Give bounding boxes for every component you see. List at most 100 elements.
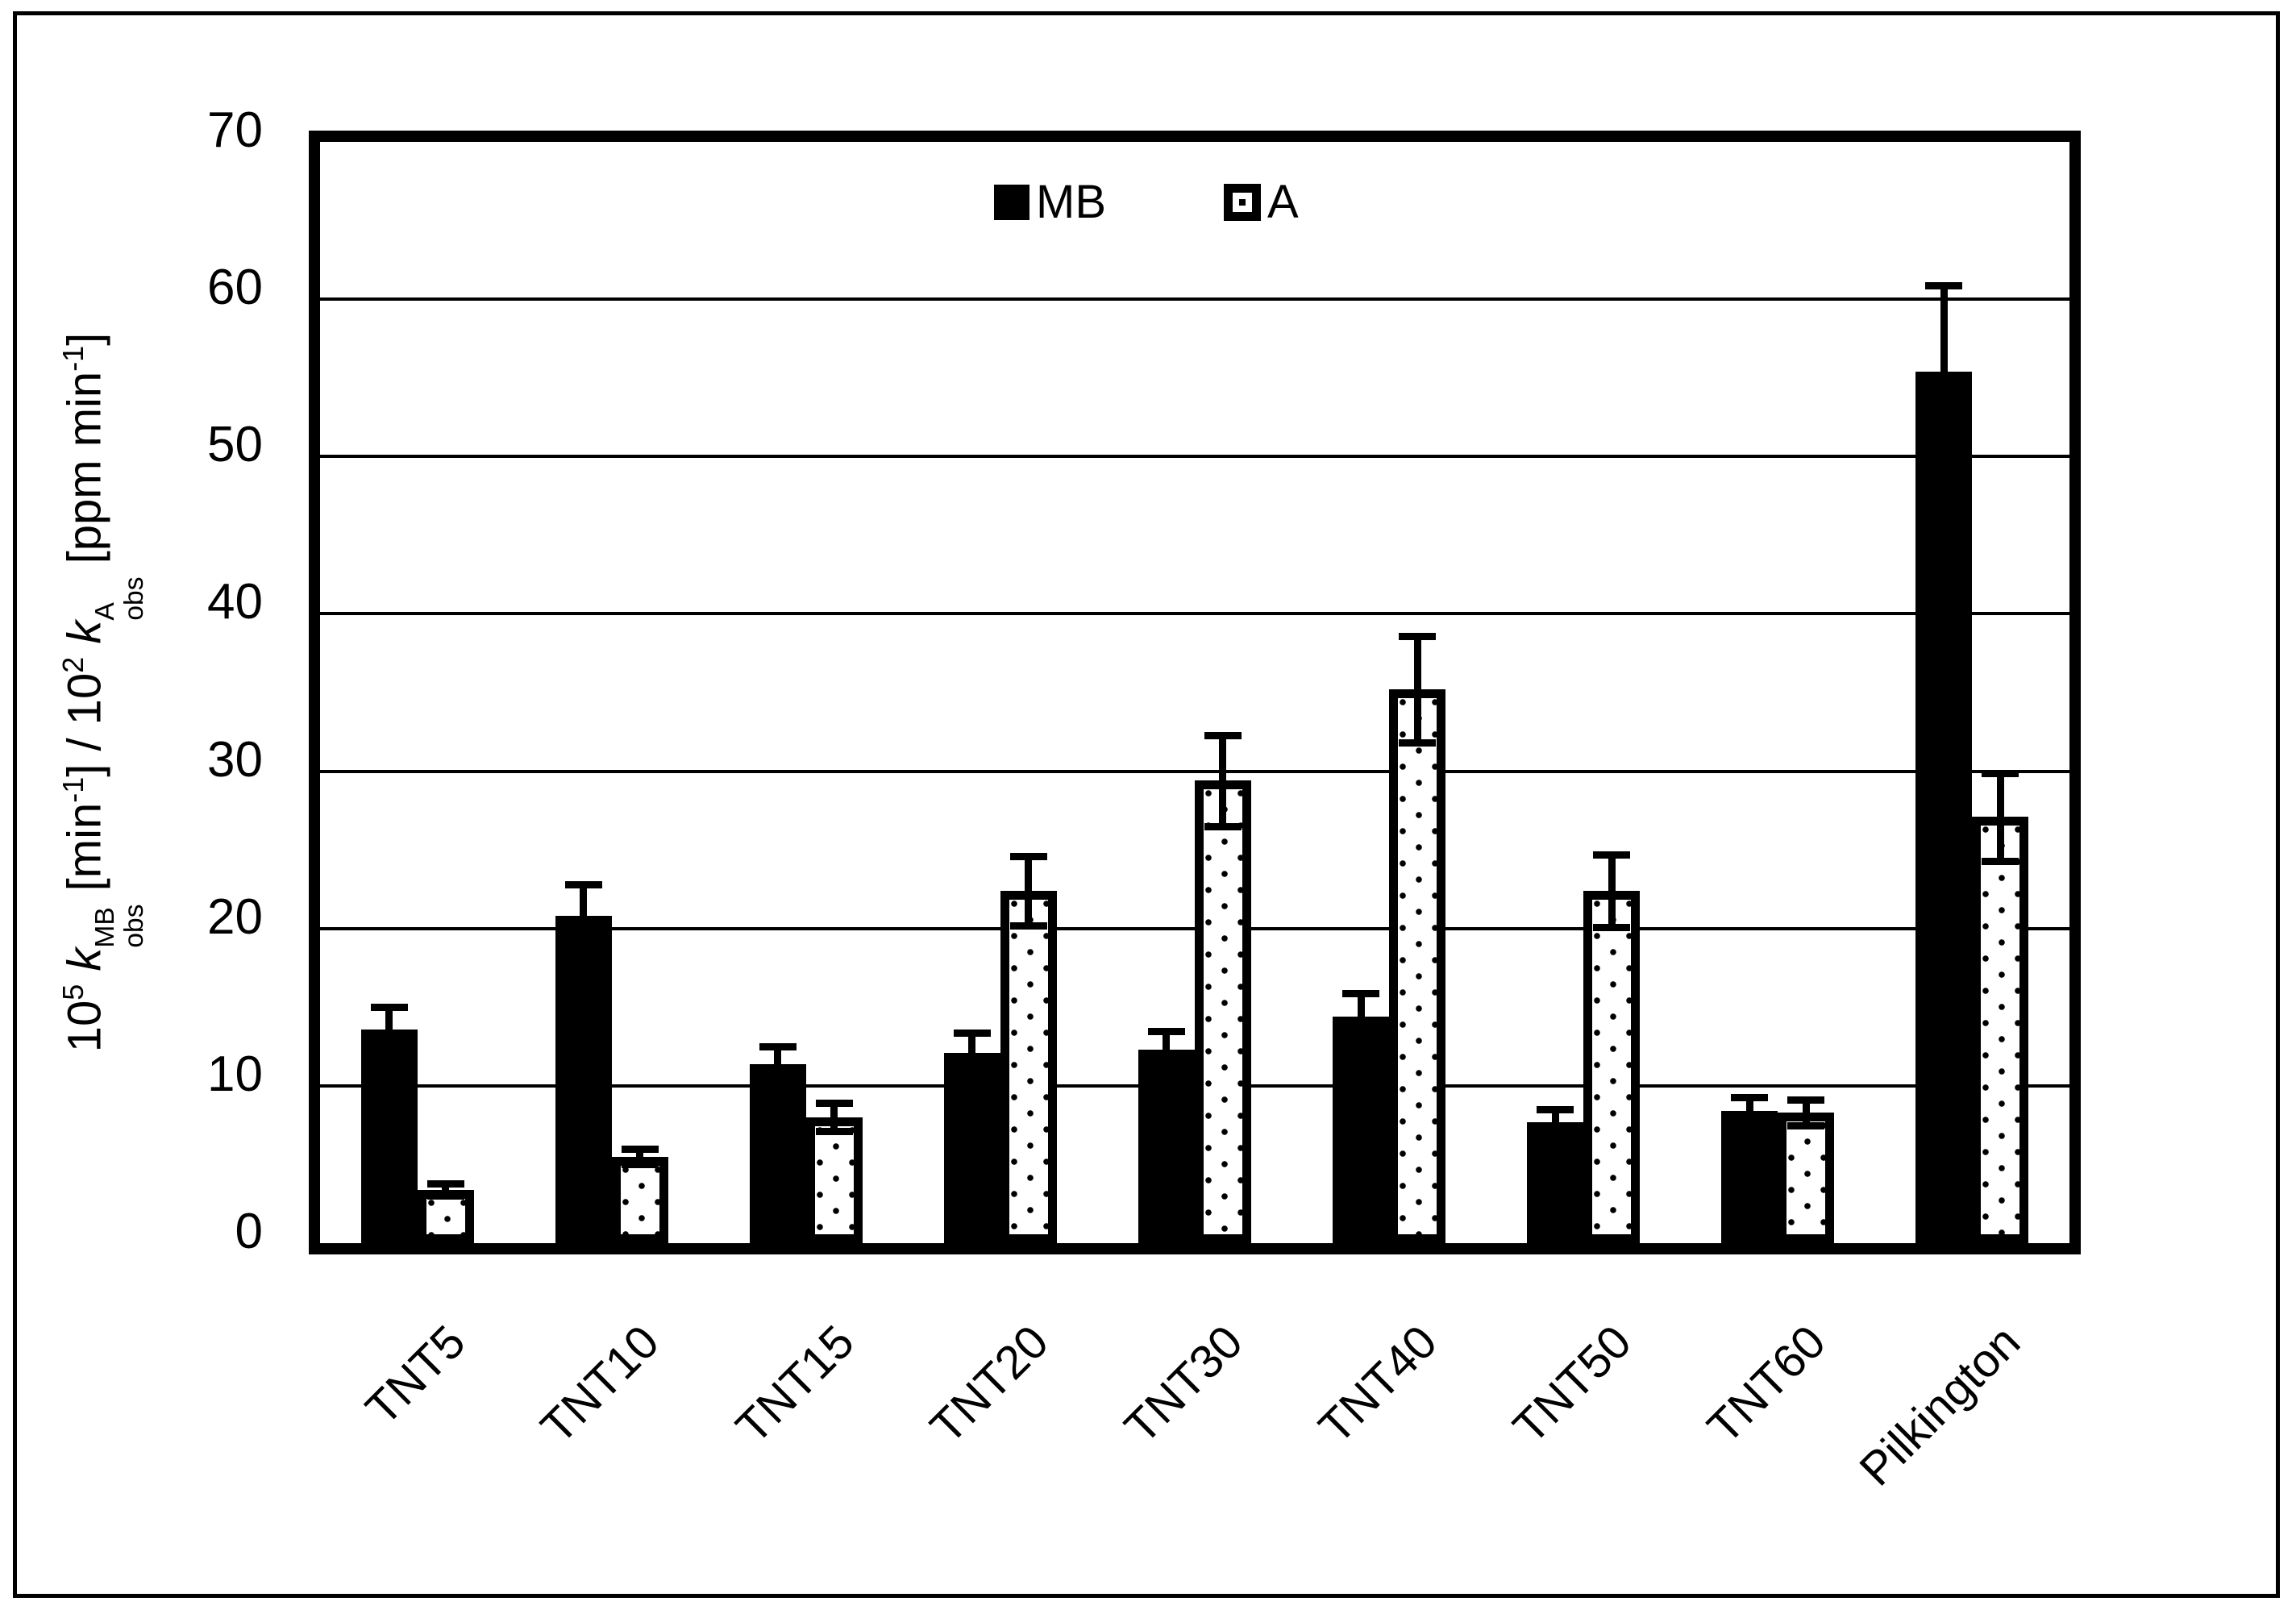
error-bar-a-TNT50-cap-bottom [1593,923,1631,931]
error-bar-a-Pilkington-cap-top [1982,769,2019,777]
error-bar-a-TNT10-cap-bottom [621,1161,659,1169]
error-bar-a-Pilkington-stem [1996,772,2004,861]
bar-group-TNT60 [1681,142,1875,1243]
bar-a-TNT40 [1389,689,1446,1243]
error-bar-a-TNT40-stem [1413,635,1421,743]
error-bar-a-Pilkington-cap-bottom [1982,857,2019,865]
y-axis-title-part-8: 2 [56,656,89,673]
bar-mb-TNT20 [943,1052,1000,1243]
error-bar-mb-TNT30-cap-top [1147,1027,1185,1035]
error-bar-a-TNT60-cap-top [1787,1096,1825,1104]
legend-swatch-a-dot [1239,198,1246,206]
error-bar-a-TNT60-stem [1802,1100,1810,1125]
bar-a-TNT20 [1000,890,1057,1243]
plot-area [309,131,2081,1254]
error-bar-a-TNT10-stem [636,1148,644,1165]
x-tick-label-TNT15: TNT15 [726,1315,864,1454]
bar-a-TNT30 [1194,780,1251,1243]
error-bar-mb-TNT10-cap-top [564,881,602,889]
bar-group-TNT5 [320,142,514,1243]
legend-swatch-a-icon [1224,183,1261,221]
legend-item-mb: MB [994,175,1106,229]
legend-item-a: A [1224,175,1299,229]
error-bar-a-TNT15-stem [830,1103,838,1132]
y-tick-label-30: 30 [207,731,263,788]
error-bar-a-TNT15-cap-top [815,1100,853,1108]
error-bar-mb-TNT50-stem [1551,1109,1559,1122]
error-bar-a-TNT30-stem [1219,734,1227,826]
y-tick-label-10: 10 [207,1046,263,1102]
error-bar-mb-TNT20-cap-top [953,1029,991,1037]
y-axis-title-part-3: k [58,947,111,971]
x-tick-label-TNT30: TNT30 [1114,1315,1253,1454]
gridline-30 [320,769,2069,773]
error-bar-a-TNT30-cap-bottom [1204,822,1242,830]
error-bar-a-TNT5-cap-bottom [426,1192,464,1200]
y-tick-label-50: 50 [207,417,263,473]
x-tick-label-TNT20: TNT20 [920,1315,1059,1454]
x-tick-label-Pilkington: Pilkington [1849,1315,2031,1496]
bar-group-TNT40 [1292,142,1487,1243]
error-bar-a-TNT15-cap-bottom [815,1128,853,1136]
x-tick-label-TNT50: TNT50 [1503,1315,1641,1454]
x-tick-label-TNT10: TNT10 [531,1315,670,1454]
y-axis-title-part-13: -1 [56,345,89,372]
gridline-50 [320,455,2069,459]
error-bar-mb-TNT10-stem [580,884,588,917]
bar-group-TNT30 [1097,142,1292,1243]
error-bar-a-TNT20-stem [1025,855,1033,926]
y-axis-title-part-2 [59,971,111,984]
error-bar-a-TNT50-cap-top [1593,851,1631,859]
error-bar-a-TNT50-stem [1608,854,1616,927]
plot-inner [320,142,2069,1243]
error-bar-mb-TNT5-stem [385,1007,393,1030]
error-bar-mb-TNT40-stem [1357,992,1365,1017]
x-tick-label-TNT40: TNT40 [1308,1315,1447,1454]
error-bar-a-TNT40-cap-top [1399,632,1437,640]
bar-mb-TNT10 [555,916,612,1243]
bar-a-TNT10 [611,1156,668,1243]
bar-mb-TNT5 [360,1029,418,1243]
error-bar-mb-TNT15-cap-top [759,1043,797,1051]
bar-group-TNT15 [709,142,903,1243]
legend-swatch-mb-icon [994,184,1029,220]
bar-mb-TNT30 [1138,1049,1195,1243]
x-tick-label-TNT60: TNT60 [1697,1315,1836,1454]
y-tick-label-20: 20 [207,888,263,945]
error-bar-a-TNT10-cap-top [621,1145,659,1153]
error-bar-mb-Pilkington-stem [1940,285,1948,372]
error-bar-mb-TNT40-cap-top [1342,989,1380,997]
bar-mb-Pilkington [1915,371,1973,1243]
x-tick-label-TNT5: TNT5 [355,1315,476,1436]
error-bar-mb-TNT5-cap-top [370,1004,408,1012]
gridline-60 [320,297,2069,302]
error-bar-a-TNT60-cap-bottom [1787,1121,1825,1129]
gridline-40 [320,612,2069,616]
y-tick-label-40: 40 [207,574,263,630]
bar-group-TNT10 [514,142,709,1243]
bar-mb-TNT60 [1721,1111,1778,1243]
legend-label-mb: MB [1036,176,1106,228]
y-axis-title-part-0: 10 [58,1000,111,1053]
bar-a-TNT15 [805,1117,863,1243]
error-bar-a-TNT30-cap-top [1204,731,1242,739]
y-tick-label-70: 70 [207,102,263,158]
bar-group-Pilkington [1875,142,2069,1243]
bar-group-TNT20 [903,142,1097,1243]
error-bar-mb-TNT60-cap-top [1731,1093,1769,1101]
y-axis-title-part-14: ] [58,332,111,346]
error-bar-a-TNT20-cap-top [1009,852,1047,860]
y-axis-title-part-1: 5 [56,984,89,1000]
error-bar-mb-TNT15-stem [774,1046,782,1064]
y-tick-label-60: 60 [207,260,263,316]
error-bar-mb-Pilkington-cap-top [1925,281,1963,289]
error-bar-a-TNT40-cap-bottom [1399,739,1437,747]
error-bar-mb-TNT60-stem [1745,1096,1753,1112]
bar-group-TNT50 [1487,142,1681,1243]
legend: MB A [994,175,1299,229]
bar-a-TNT50 [1583,890,1641,1243]
bar-mb-TNT40 [1333,1017,1390,1243]
error-bar-mb-TNT20-stem [968,1032,976,1053]
legend-label-a: A [1267,176,1299,228]
